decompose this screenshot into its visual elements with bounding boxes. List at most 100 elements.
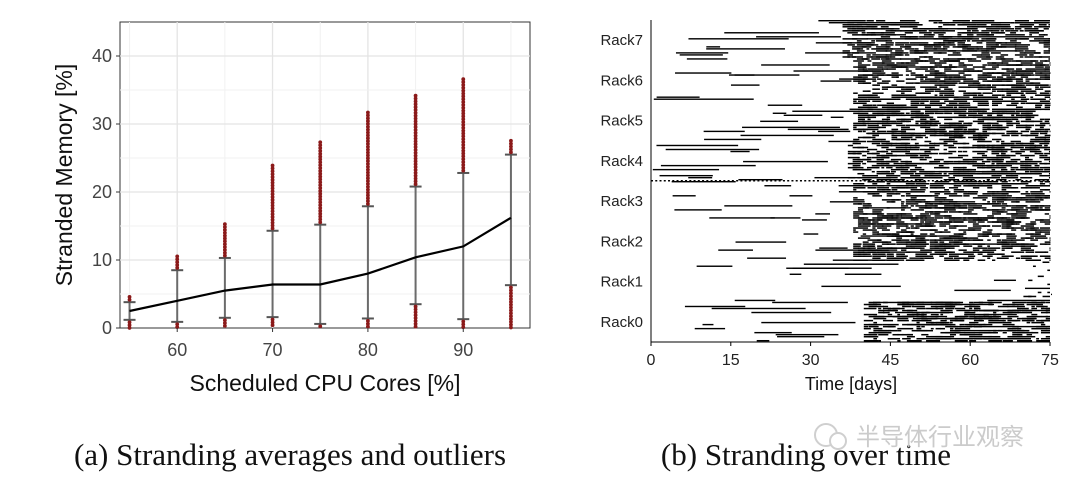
outlier-point (366, 184, 370, 189)
heatmap-cell (944, 215, 951, 217)
heatmap-cell (962, 50, 978, 52)
heatmap-cell (1006, 118, 1012, 121)
heatmap-cell (891, 239, 901, 241)
heatmap-cell (920, 126, 931, 129)
heatmap-cell (876, 40, 888, 42)
heatmap-cell (988, 339, 996, 342)
heatmap-cell (947, 54, 962, 56)
heatmap-cell (948, 183, 957, 185)
heatmap-cell (992, 221, 1002, 223)
heatmap-cell (820, 80, 852, 82)
heatmap-cell (924, 195, 932, 197)
heatmap-cell (872, 134, 880, 137)
heatmap-cell (924, 172, 934, 175)
heatmap-cell (877, 213, 883, 215)
heatmap-cell (881, 112, 898, 115)
heatmap-cell (943, 140, 955, 143)
heatmap-cell (1011, 112, 1017, 115)
heatmap-cell (964, 305, 972, 308)
heatmap-cell (949, 321, 953, 324)
heatmap-cell (934, 249, 944, 251)
heatmap-cell (905, 64, 916, 66)
heatmap-cell (969, 339, 977, 342)
heatmap-cell (929, 162, 938, 165)
heatmap-cell (969, 335, 985, 338)
heatmap-cell (1044, 76, 1050, 78)
heatmap-cell (1025, 78, 1039, 80)
outlier-point (461, 165, 466, 170)
heatmap-cell (938, 28, 945, 30)
heatmap-cell (992, 132, 1005, 135)
heatmap-cell (949, 335, 955, 338)
outlier-point (509, 150, 513, 155)
outlier-point (366, 321, 370, 326)
heatmap-cell (862, 207, 870, 209)
heatmap-cell (973, 331, 983, 334)
heatmap-cell (905, 199, 916, 201)
heatmap-cell (1011, 239, 1025, 241)
heatmap-cell (993, 329, 997, 332)
heatmap-cell (929, 249, 933, 251)
heatmap-cell (963, 213, 978, 215)
heatmap-cell (1038, 56, 1050, 58)
heatmap-cell (1006, 122, 1020, 125)
heatmap-cell (1002, 321, 1012, 324)
heatmap-cell (944, 221, 953, 223)
heatmap-cell (915, 134, 926, 137)
heatmap-cell (1020, 74, 1035, 76)
heatmap-cell (920, 251, 930, 253)
heatmap-cell (852, 160, 863, 163)
heatmap-cell (958, 104, 964, 107)
heatmap-cell (911, 319, 921, 322)
outlier-point (461, 157, 466, 162)
heatmap-cell (920, 213, 930, 215)
heatmap-cell (808, 180, 811, 182)
heatmap-cell (1025, 114, 1032, 117)
heatmap-cell (929, 225, 934, 227)
heatmap-cell (891, 189, 898, 191)
outlier-point (127, 326, 132, 330)
heatmap-cell (934, 241, 939, 243)
heatmap-cell (795, 180, 798, 182)
outlier-point (366, 144, 370, 149)
heatmap-cell (885, 40, 893, 42)
heatmap-cell (977, 120, 985, 123)
heatmap-cell (972, 225, 987, 227)
heatmap-cell (935, 321, 941, 324)
heatmap-cell (1030, 229, 1037, 231)
heatmap-cell (653, 98, 754, 100)
heatmap-cell (805, 52, 876, 54)
outlier-point (461, 117, 466, 122)
heatmap-cell (1030, 193, 1045, 195)
outlier-point (222, 236, 227, 241)
outlier-point (270, 189, 275, 194)
heatmap-cell (871, 44, 879, 46)
heatmap-cell (872, 62, 885, 64)
outlier-point (413, 119, 418, 124)
heatmap-cell (948, 144, 955, 147)
heatmap-cell (1011, 207, 1024, 209)
heatmap-cell (963, 78, 967, 80)
outlier-point (366, 167, 370, 172)
heatmap-cell (1006, 205, 1012, 207)
heatmap-cell (878, 307, 882, 310)
heatmap-cell (1011, 221, 1022, 223)
heatmap-cell (1045, 337, 1050, 340)
heatmap-cell (897, 339, 901, 342)
heatmap-cell (1006, 80, 1011, 82)
heatmap-cell (910, 197, 917, 199)
heatmap-cell (1010, 150, 1020, 153)
heatmap-cell (1037, 275, 1044, 278)
y-tick-label: 0 (102, 318, 112, 338)
heatmap-cell (876, 38, 891, 40)
heatmap-cell (895, 54, 904, 56)
outlier-point (318, 220, 323, 225)
heatmap-cell (877, 185, 885, 187)
heatmap-cell (976, 46, 984, 48)
heatmap-cell (880, 20, 886, 22)
heatmap-cell (1037, 291, 1042, 294)
heatmap-cell (853, 203, 862, 205)
heatmap-cell (1035, 102, 1045, 105)
heatmap-cell (981, 52, 990, 54)
heatmap-cell (896, 112, 900, 115)
